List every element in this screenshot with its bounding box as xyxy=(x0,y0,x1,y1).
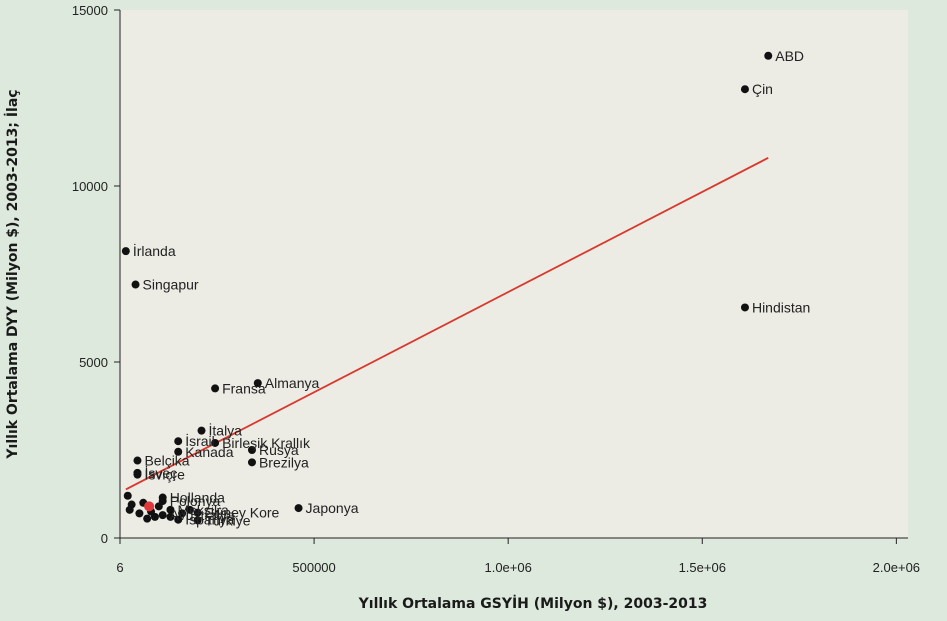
y-tick-label: 10000 xyxy=(72,179,108,194)
data-point xyxy=(193,508,202,517)
data-point xyxy=(174,447,183,456)
point-label: İsrail xyxy=(185,432,215,449)
data-point xyxy=(125,505,134,514)
data-point xyxy=(135,509,144,518)
point-label: ABD xyxy=(775,48,804,64)
data-point xyxy=(158,511,167,520)
point-label: Singapur xyxy=(143,277,199,293)
point-label: Meksika xyxy=(177,502,229,518)
trend-line xyxy=(125,157,769,491)
data-point xyxy=(764,51,773,60)
point-label: Çin xyxy=(752,81,773,97)
point-label: Güney Kore xyxy=(205,505,280,521)
point-label: Polonya xyxy=(170,493,221,509)
x-tick-label: 500000 xyxy=(292,560,335,575)
y-tick-label: 15000 xyxy=(72,3,108,18)
data-point xyxy=(253,379,262,388)
data-point xyxy=(193,516,202,525)
data-point xyxy=(133,470,142,479)
point-label: Kanada xyxy=(185,444,233,460)
point-label: İtalya xyxy=(209,422,243,439)
data-points xyxy=(121,51,773,525)
data-point xyxy=(143,514,152,523)
data-point xyxy=(211,384,220,393)
data-point xyxy=(185,505,194,514)
point-label: Brezilya xyxy=(259,454,309,470)
data-point xyxy=(211,438,220,447)
data-point xyxy=(133,456,142,465)
data-point xyxy=(294,504,303,513)
point-label: Japonya xyxy=(306,500,359,516)
x-tick-label: 1.0e+06 xyxy=(484,560,531,575)
point-label: Almanya xyxy=(265,375,320,391)
data-point xyxy=(247,458,256,467)
data-point xyxy=(174,437,183,446)
point-label: İspanya xyxy=(185,511,234,528)
x-tick-label: 1.5e+06 xyxy=(679,560,726,575)
data-point xyxy=(197,426,206,435)
point-label: Türkiye xyxy=(205,512,251,528)
data-point xyxy=(154,502,163,511)
point-label: Hindistan xyxy=(752,299,810,315)
data-point xyxy=(247,446,256,454)
y-tick-label: 0 xyxy=(101,531,108,546)
highlight-point xyxy=(144,501,155,512)
y-axis-ticks: 0 5000 10000 15000 xyxy=(72,3,120,546)
y-axis-title: Yıllık Ortalama DYY (Milyon $), 2003-201… xyxy=(4,89,21,459)
y-tick-label: 5000 xyxy=(79,355,108,370)
data-point xyxy=(121,247,130,256)
point-labels: ABD Çin Hindistan İrlanda Singapur Fransa Alma… xyxy=(133,48,811,529)
x-tick-label: 6 xyxy=(116,560,123,575)
point-label: İrlanda xyxy=(133,242,176,259)
data-point xyxy=(123,491,132,500)
data-point xyxy=(131,280,140,289)
point-label: İsveç xyxy=(144,464,177,481)
data-point xyxy=(740,85,749,94)
plot-background xyxy=(120,10,908,538)
x-axis-title: Yıllık Ortalama GSYİH (Milyon $), 2003-2… xyxy=(358,595,708,612)
data-point xyxy=(166,505,175,514)
point-label: Rusya xyxy=(259,442,299,458)
data-point xyxy=(174,515,183,524)
point-label: Hollanda xyxy=(170,490,225,506)
point-label: Belçika xyxy=(144,453,189,469)
data-point xyxy=(740,303,749,312)
trend-line-group xyxy=(125,157,769,491)
x-axis-ticks: 6 500000 1.0e+06 1.5e+06 2.0e+06 xyxy=(116,538,920,575)
point-label: Avustralya xyxy=(170,507,235,523)
data-point xyxy=(150,512,159,521)
point-label: İsviçre xyxy=(144,466,185,483)
data-point xyxy=(166,512,175,521)
point-label: Fransa xyxy=(222,380,266,396)
data-point xyxy=(178,509,187,518)
point-label: Birleşik Krallık xyxy=(222,435,311,451)
x-tick-label: 2.0e+06 xyxy=(873,560,920,575)
